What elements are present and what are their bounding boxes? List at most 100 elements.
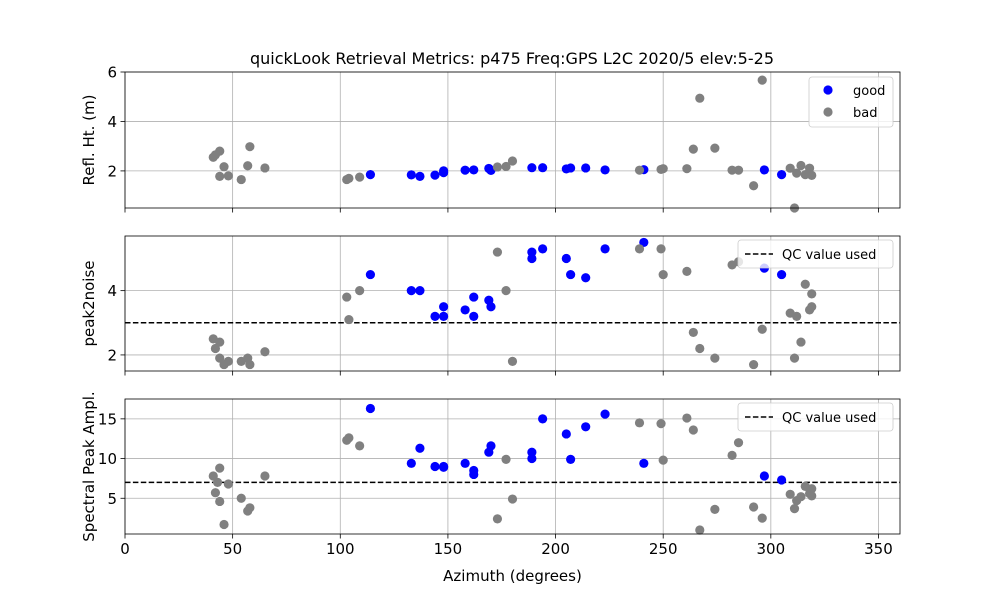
point-good	[538, 163, 548, 173]
legend: good bad	[808, 76, 894, 128]
point-good	[469, 165, 479, 175]
point-bad	[710, 504, 720, 514]
point-good	[415, 286, 425, 296]
point-good	[365, 269, 376, 280]
point-bad	[807, 302, 817, 312]
point-bad	[658, 269, 668, 280]
point-bad	[682, 413, 692, 423]
point-bad	[682, 266, 692, 276]
legend: QC value used	[737, 239, 894, 269]
point-bad	[492, 514, 503, 524]
y-tick-label: 6	[107, 64, 117, 82]
point-bad	[710, 143, 720, 153]
point-good	[776, 475, 787, 485]
panels: 2 4 6 Refl. Ht. (m) good bad 2 4 peak2noise QC va…	[80, 64, 901, 585]
point-good	[566, 163, 576, 173]
point-good	[581, 422, 591, 432]
y-tick-label: 5	[107, 490, 117, 508]
point-bad	[634, 165, 645, 175]
x-tick-label: 150	[434, 540, 463, 558]
point-bad	[656, 244, 666, 254]
point-bad	[656, 419, 666, 429]
point-good	[439, 462, 449, 472]
point-good	[759, 471, 769, 481]
point-good	[439, 166, 449, 176]
axes-frame	[124, 235, 901, 372]
point-good	[600, 244, 610, 254]
point-bad	[215, 463, 225, 473]
point-good	[415, 171, 425, 181]
axes-frame	[124, 398, 901, 535]
x-tick-label: 250	[649, 540, 678, 558]
y-axis-label: peak2noise	[80, 260, 98, 346]
figure-title: quickLook Retrieval Metrics: p475 Freq:G…	[250, 49, 774, 68]
point-good	[460, 305, 470, 315]
point-bad	[236, 493, 246, 503]
x-tick-label: 350	[864, 540, 893, 558]
point-bad	[355, 441, 365, 451]
point-bad	[796, 337, 806, 347]
point-good	[469, 469, 479, 480]
point-bad	[223, 356, 233, 366]
point-good	[406, 170, 416, 180]
point-good	[430, 461, 440, 472]
y-tick-label: 4	[107, 113, 117, 131]
y-tick-label: 10	[98, 450, 117, 468]
point-good	[581, 163, 591, 173]
x-tick-label: 50	[223, 540, 242, 558]
point-bad	[757, 513, 767, 523]
point-bad	[243, 161, 253, 171]
point-bad	[210, 488, 221, 498]
point-bad	[507, 156, 518, 166]
point-bad	[749, 359, 759, 370]
point-bad	[355, 172, 365, 182]
point-bad	[695, 343, 705, 354]
x-axis-label: Azimuth (degrees)	[443, 567, 582, 585]
point-bad	[688, 144, 698, 154]
point-bad	[245, 503, 255, 513]
x-tick-label: 300	[757, 540, 786, 558]
point-bad	[634, 418, 645, 428]
point-bad	[789, 503, 800, 514]
point-good	[538, 414, 548, 424]
panel-1: 2 4 6 Refl. Ht. (m) good bad	[80, 64, 901, 213]
point-bad	[785, 489, 795, 499]
point-good	[527, 447, 537, 457]
point-bad	[219, 519, 229, 530]
point-good	[759, 165, 769, 175]
point-good	[527, 247, 537, 257]
point-bad	[688, 327, 698, 338]
point-good	[430, 170, 440, 180]
point-good	[527, 453, 537, 464]
point-bad	[215, 496, 225, 507]
x-tick-label: 100	[326, 540, 355, 558]
point-bad	[749, 181, 759, 191]
point-bad	[492, 247, 503, 257]
point-good	[469, 311, 479, 321]
point-bad	[215, 171, 225, 181]
point-bad	[733, 165, 744, 175]
axes-frame	[124, 71, 901, 209]
point-bad	[355, 286, 365, 296]
point-bad	[260, 163, 270, 173]
point-good	[566, 454, 576, 464]
legend-label-bad: bad	[853, 106, 877, 121]
point-bad	[727, 450, 737, 460]
point-good	[776, 170, 787, 180]
point-bad	[695, 93, 705, 103]
point-bad	[807, 491, 817, 501]
y-tick-label: 15	[98, 410, 117, 428]
point-good	[600, 165, 610, 175]
point-good	[527, 253, 537, 264]
point-bad	[733, 438, 744, 448]
point-bad	[789, 353, 800, 363]
point-good	[776, 269, 787, 280]
point-bad	[695, 525, 705, 535]
point-bad	[658, 164, 668, 174]
point-bad	[792, 168, 802, 178]
point-bad	[800, 279, 810, 289]
point-bad	[260, 347, 270, 357]
point-good	[538, 244, 548, 254]
